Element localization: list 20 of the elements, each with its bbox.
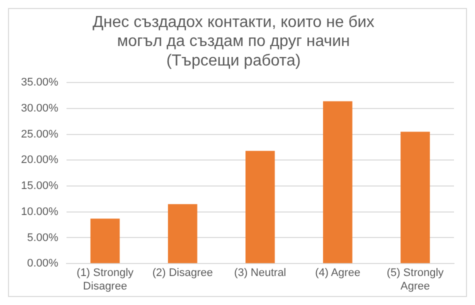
x-tick-label: (2) Disagree — [152, 267, 213, 280]
y-tick-label: 30.00% — [20, 102, 59, 114]
bar — [90, 218, 120, 264]
y-tick-label: 20.00% — [20, 154, 59, 166]
x-tick-label: (1) Strongly Disagree — [76, 267, 134, 292]
x-tick-label: (3) Neutral — [234, 267, 286, 280]
bar — [168, 204, 198, 264]
x-tick-label: (4) Agree — [315, 267, 360, 280]
bar — [400, 132, 430, 264]
y-tick-label: 15.00% — [20, 180, 59, 192]
y-tick-label: 25.00% — [20, 128, 59, 140]
y-tick-label: 0.00% — [27, 258, 59, 270]
bar — [323, 101, 352, 264]
bar — [246, 150, 275, 264]
y-tick-label: 35.00% — [20, 76, 59, 89]
chart-title: Днес създадох контакти, които не бих могъл да създам по друг начин — [92, 14, 374, 50]
chart-subtitle: (Търсещи работа) — [166, 52, 301, 70]
y-tick-label: 5.00% — [27, 232, 59, 244]
x-tick-label: (5) Strongly Agree — [386, 267, 444, 292]
y-tick-label: 10.00% — [20, 206, 59, 218]
